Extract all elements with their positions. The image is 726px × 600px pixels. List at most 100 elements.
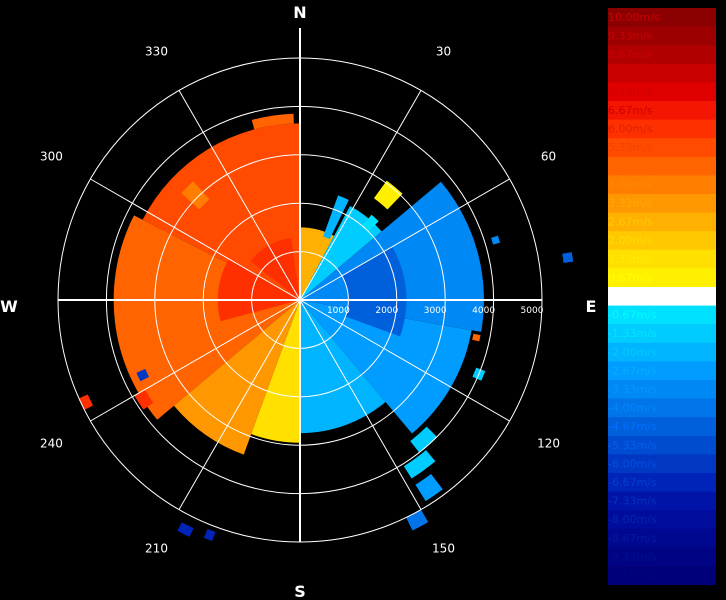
range-label: 4000	[472, 306, 495, 316]
echo-sector	[410, 426, 437, 453]
echo-sector	[173, 300, 300, 455]
colorbar-swatch	[608, 26, 716, 46]
colorbar-label: 10.00m/s	[608, 11, 660, 24]
echo-sector	[134, 389, 154, 410]
colorbar-swatch	[608, 119, 716, 139]
azimuth-label: 60	[541, 150, 556, 164]
polar-grid	[57, 28, 543, 543]
colorbar-labels: 10.00m/s 9.33m/s 8.67m/s 8.00m/s 7.33m/s 6.67…	[608, 11, 664, 582]
echo-sector	[300, 300, 472, 434]
azimuth-label: 30	[436, 44, 451, 58]
colorbar-swatch	[608, 268, 716, 288]
velocity-colorbar: 10.00m/s 9.33m/s 8.67m/s 8.00m/s 7.33m/s 6.67…	[608, 8, 716, 586]
colorbar-swatch	[608, 45, 716, 65]
colorbar-swatch	[608, 454, 716, 474]
colorbar-label: -1.33m/s	[608, 327, 657, 340]
echo-sector	[113, 215, 301, 420]
echo-sector	[181, 181, 210, 210]
azimuth-label: 120	[537, 437, 560, 451]
echo-sector	[251, 300, 300, 443]
compass-label-north: N	[293, 3, 306, 22]
colorbar-swatch	[608, 361, 716, 381]
echo-sector	[491, 235, 501, 245]
colorbar-label: 6.00m/s	[608, 123, 653, 136]
colorbar-swatch	[608, 175, 716, 195]
colorbar-swatch	[608, 82, 716, 102]
compass-label-east: E	[586, 297, 597, 316]
radial-velocity-ppi-chart: 1000 2000 3000 4000 5000 30 60 120 150 210 240 300…	[0, 3, 597, 600]
azimuth-label: 300	[40, 150, 63, 164]
echo-sector	[341, 246, 407, 337]
azimuth-label: 240	[40, 437, 63, 451]
colorbar-label: -3.33m/s	[608, 383, 657, 396]
echo-sector	[406, 509, 429, 531]
colorbar-swatch	[608, 138, 716, 158]
colorbar-label: 0.67m/s	[608, 271, 653, 284]
echo-sector	[415, 473, 443, 502]
colorbar-label: 2.67m/s	[608, 216, 653, 229]
echo-sector	[217, 258, 300, 322]
colorbar-swatch	[608, 8, 716, 28]
range-label: 5000	[521, 306, 544, 316]
echo-sector	[562, 252, 574, 263]
azimuth-spoke	[299, 178, 510, 301]
colorbar-swatch	[608, 212, 716, 232]
range-labels: 1000 2000 3000 4000 5000	[327, 306, 544, 316]
colorbar-label: -4.00m/s	[608, 402, 657, 415]
colorbar-swatch	[608, 435, 716, 455]
colorbar-label: -10.00m/s	[608, 569, 664, 582]
colorbar-label: 3.33m/s	[608, 197, 653, 210]
colorbar-label: 8.67m/s	[608, 48, 653, 61]
colorbar-swatch	[608, 194, 716, 214]
colorbar-swatch	[608, 287, 716, 307]
echo-sector	[300, 300, 386, 434]
colorbar-swatch	[608, 63, 716, 83]
colorbar-swatch	[608, 156, 716, 176]
azimuth-spoke	[178, 299, 301, 510]
colorbar-swatch	[608, 305, 716, 325]
azimuth-label: 330	[145, 44, 168, 58]
colorbar-label: -8.00m/s	[608, 513, 657, 526]
echo-sector	[362, 214, 379, 232]
echo-sector	[373, 180, 403, 210]
colorbar-label: 4.00m/s	[608, 178, 653, 191]
range-label: 1000	[327, 306, 350, 316]
azimuth-label: 210	[145, 542, 168, 556]
echo-sector	[403, 450, 436, 479]
colorbar-label: -6.00m/s	[608, 457, 657, 470]
colorbar-swatch	[608, 101, 716, 121]
colorbar-label: -8.67m/s	[608, 532, 657, 545]
azimuth-spoke	[299, 299, 422, 510]
azimuth-spoke	[178, 90, 301, 301]
colorbar-label: -2.00m/s	[608, 346, 657, 359]
colorbar-label: -9.33m/s	[608, 550, 657, 563]
echo-sector	[251, 113, 294, 130]
compass-label-south: S	[294, 582, 306, 600]
echo-sector	[203, 528, 216, 542]
compass-label-west: W	[0, 297, 18, 316]
colorbar-swatch	[608, 473, 716, 493]
azimuth-label: 150	[432, 542, 455, 556]
echo-sector	[78, 394, 94, 410]
echo-sector	[136, 368, 150, 382]
colorbar-swatch	[608, 417, 716, 437]
colorbar-swatch	[608, 249, 716, 269]
colorbar-label: 7.33m/s	[608, 85, 653, 98]
echo-sector	[177, 522, 194, 537]
colorbar-label: 4.67m/s	[608, 160, 653, 173]
colorbar-label: 5.33m/s	[608, 141, 653, 154]
colorbar-swatch	[608, 547, 716, 567]
echo-sector	[472, 333, 481, 342]
colorbar-swatch	[608, 566, 716, 586]
colorbar-swatch	[608, 510, 716, 530]
colorbar-swatch	[608, 231, 716, 251]
range-label: 2000	[375, 306, 398, 316]
echo-layer	[78, 113, 574, 542]
colorbar-label: 0.00m/s	[608, 290, 653, 303]
colorbar-label: 2.00m/s	[608, 234, 653, 247]
colorbar-swatch	[608, 324, 716, 344]
echo-sector	[323, 195, 349, 240]
colorbar-label: 6.67m/s	[608, 104, 653, 117]
colorbar-swatch	[608, 380, 716, 400]
colorbar-label: -7.33m/s	[608, 495, 657, 508]
